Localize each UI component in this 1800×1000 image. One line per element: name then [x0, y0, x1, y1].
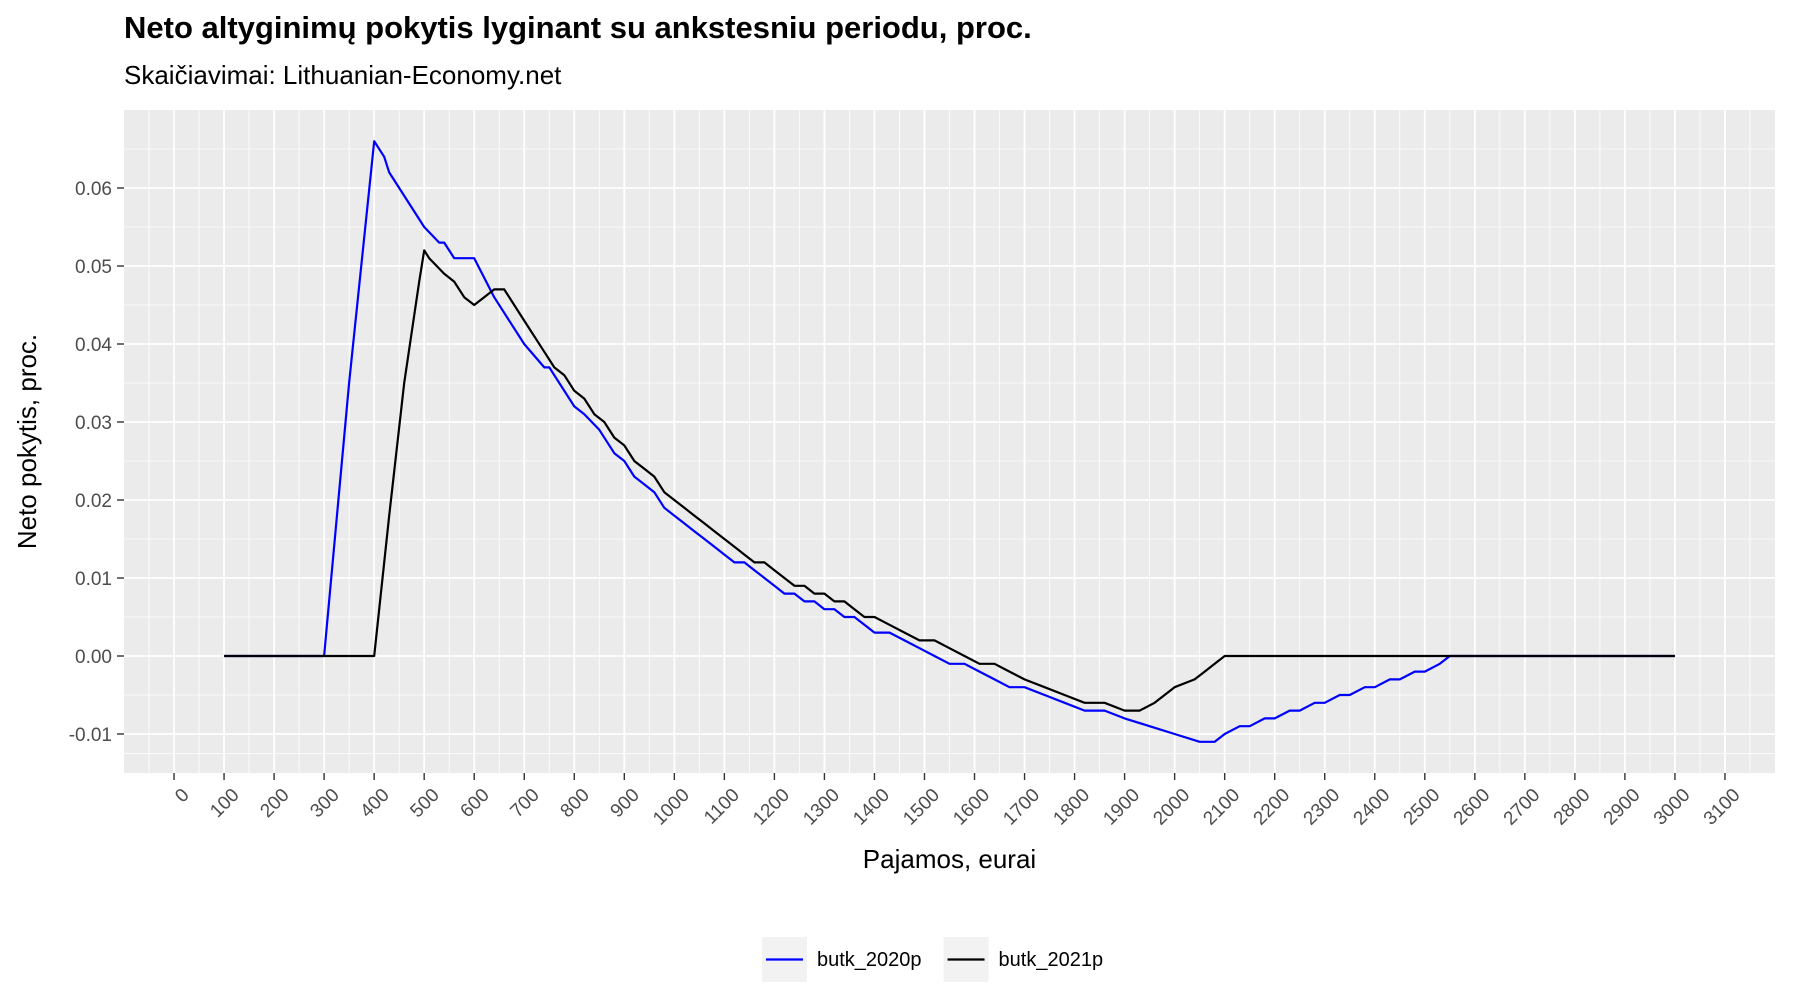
- legend-label: butk_2020p: [817, 949, 922, 971]
- x-tick-label: 2600: [1450, 785, 1495, 830]
- x-tick-label: 1100: [700, 785, 744, 829]
- x-tick-label: 1500: [899, 785, 944, 830]
- x-tick-label: 3100: [1700, 785, 1745, 830]
- chart-title: Neto altyginimų pokytis lyginant su anks…: [124, 10, 1032, 45]
- series-line-butk_2021p: [224, 249, 1675, 712]
- series-line-butk_2020p: [224, 140, 1675, 743]
- legend-label: butk_2021p: [999, 949, 1104, 971]
- major-gridlines: [124, 110, 1775, 773]
- y-tick-label: 0.03: [75, 413, 112, 434]
- x-axis: 0 100 200 300 400 500 600 700 800 900 1000 1100 1200…: [171, 773, 1745, 830]
- x-tick-label: 0: [171, 785, 193, 807]
- x-tick-label: 100: [206, 785, 243, 822]
- x-tick-label: 1700: [999, 785, 1044, 830]
- y-tick-label: 0.06: [75, 179, 112, 200]
- x-tick-label: 2500: [1400, 785, 1445, 830]
- y-tick-label: 0.00: [75, 647, 112, 668]
- y-tick-label: 0.05: [75, 257, 112, 278]
- y-axis-title: Neto pokytis, proc.: [12, 334, 42, 549]
- x-tick-label: 600: [457, 785, 494, 822]
- x-tick-label: 1300: [799, 785, 844, 830]
- y-tick-label: 0.01: [75, 569, 112, 590]
- legend: butk_2020p butk_2021p: [762, 937, 1103, 982]
- x-tick-label: 800: [557, 785, 594, 822]
- x-tick-label: 1800: [1049, 785, 1094, 830]
- x-axis-title: Pajamos, eurai: [863, 844, 1036, 874]
- x-tick-label: 200: [256, 785, 293, 822]
- x-tick-label: 1600: [949, 785, 994, 830]
- x-tick-label: 900: [607, 785, 644, 822]
- x-tick-label: 3000: [1650, 785, 1695, 830]
- x-tick-label: 700: [507, 785, 544, 822]
- x-tick-label: 1400: [849, 785, 894, 830]
- x-tick-label: 2400: [1350, 785, 1395, 830]
- y-axis: -0.01 0.00 0.01 0.02 0.03 0.04 0.05 0.06: [69, 179, 124, 746]
- x-tick-label: 300: [306, 785, 343, 822]
- x-tick-label: 1900: [1099, 785, 1144, 830]
- y-tick-label: 0.02: [75, 491, 112, 512]
- x-tick-label: 500: [406, 785, 443, 822]
- minor-gridlines: [124, 110, 1775, 773]
- x-tick-label: 2100: [1200, 785, 1245, 830]
- x-tick-label: 2700: [1500, 785, 1545, 830]
- x-tick-label: 2900: [1600, 785, 1645, 830]
- x-tick-label: 1200: [749, 785, 794, 830]
- y-tick-label: 0.04: [75, 335, 112, 356]
- x-tick-label: 2200: [1250, 785, 1295, 830]
- x-tick-label: 2800: [1550, 785, 1595, 830]
- x-tick-label: 1000: [649, 785, 694, 830]
- chart-subtitle: Skaičiavimai: Lithuanian-Economy.net: [124, 60, 562, 90]
- x-tick-label: 400: [356, 785, 393, 822]
- y-tick-label: -0.01: [69, 725, 112, 746]
- series-layer: [224, 140, 1675, 743]
- x-tick-label: 2300: [1300, 785, 1345, 830]
- x-tick-label: 2000: [1149, 785, 1194, 830]
